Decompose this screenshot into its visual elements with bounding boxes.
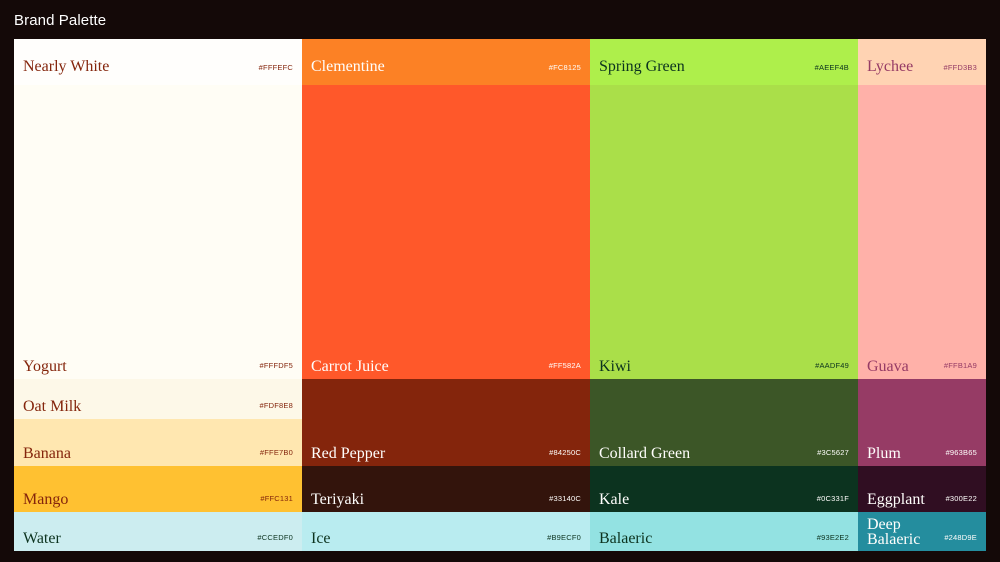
swatch-red-pepper: Red Pepper #84250C [302,379,590,466]
swatch-hex: #AADF49 [815,361,849,370]
swatch-name: Balaeric [599,530,653,547]
swatch-kale: Kale #0C331F [590,466,858,512]
swatch-hex: #FFFEFC [258,63,293,72]
swatch-mango: Mango #FFC131 [14,466,302,512]
swatch-name: Clementine [311,58,385,75]
swatch-name: Nearly White [23,58,110,75]
swatch-hex: #FDF8E8 [259,401,293,410]
swatch-name: Water [23,530,61,547]
palette-grid: Nearly White #FFFEFC Yogurt #FFFDF5 Oat … [14,39,986,551]
swatch-name: Spring Green [599,58,685,75]
swatch-name: Deep Balaeric [867,516,921,548]
swatch-hex: #FFD3B3 [943,63,977,72]
swatch-kiwi: Kiwi #AADF49 [590,85,858,379]
swatch-name: Banana [23,445,71,462]
swatch-hex: #248D9E [944,533,977,542]
swatch-hex: #0C331F [816,494,849,503]
swatch-name: Kale [599,491,630,508]
swatch-hex: #FFE7B0 [259,448,293,457]
swatch-ice: Ice #B9ECF0 [302,512,590,551]
swatch-collard-green: Collard Green #3C5627 [590,379,858,466]
swatch-name: Lychee [867,58,914,75]
swatch-oat-milk: Oat Milk #FDF8E8 [14,379,302,419]
swatch-name: Ice [311,530,331,547]
swatch-water: Water #CCEDF0 [14,512,302,551]
swatch-clementine: Clementine #FC8125 [302,39,590,85]
swatch-hex: #FFFDF5 [259,361,293,370]
swatch-plum: Plum #963B65 [858,379,986,466]
swatch-spring-green: Spring Green #AEEF4B [590,39,858,85]
swatch-name: Kiwi [599,358,631,375]
swatch-name: Carrot Juice [311,358,389,375]
swatch-deep-balaeric: Deep Balaeric #248D9E [858,512,986,551]
swatch-hex: #300E22 [945,494,977,503]
swatch-hex: #AEEF4B [814,63,849,72]
swatch-hex: #CCEDF0 [257,533,293,542]
swatch-name: Yogurt [23,358,67,375]
swatch-lychee: Lychee #FFD3B3 [858,39,986,85]
swatch-hex: #FF582A [548,361,581,370]
page-title: Brand Palette [14,12,107,29]
swatch-name: Oat Milk [23,398,82,415]
swatch-name: Guava [867,358,909,375]
swatch-name: Eggplant [867,491,925,508]
swatch-nearly-white: Nearly White #FFFEFC [14,39,302,85]
swatch-guava: Guava #FFB1A9 [858,85,986,379]
swatch-hex: #FFC131 [260,494,293,503]
swatch-carrot-juice: Carrot Juice #FF582A [302,85,590,379]
swatch-teriyaki: Teriyaki #33140C [302,466,590,512]
swatch-name: Mango [23,491,69,508]
swatch-hex: #33140C [549,494,581,503]
swatch-hex: #B9ECF0 [547,533,581,542]
swatch-yogurt: Yogurt #FFFDF5 [14,85,302,379]
swatch-hex: #3C5627 [817,448,849,457]
swatch-name: Teriyaki [311,491,365,508]
swatch-hex: #FC8125 [548,63,581,72]
swatch-eggplant: Eggplant #300E22 [858,466,986,512]
swatch-hex: #963B65 [945,448,977,457]
swatch-hex: #FFB1A9 [943,361,977,370]
swatch-name: Plum [867,445,901,462]
swatch-hex: #84250C [549,448,581,457]
swatch-name: Collard Green [599,445,691,462]
swatch-hex: #93E2E2 [816,533,849,542]
swatch-balaeric: Balaeric #93E2E2 [590,512,858,551]
swatch-banana: Banana #FFE7B0 [14,419,302,466]
swatch-name: Red Pepper [311,445,386,462]
